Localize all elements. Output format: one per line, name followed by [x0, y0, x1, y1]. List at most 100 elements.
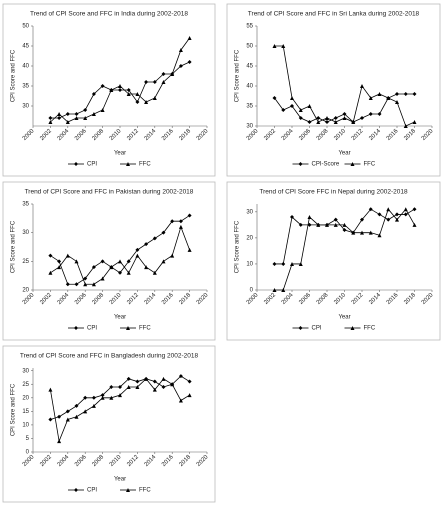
y-tick-label: 10 [246, 262, 253, 268]
y-tick-label: 35 [22, 84, 29, 90]
data-point [65, 282, 70, 287]
legend-marker [126, 326, 130, 330]
data-point [100, 259, 105, 264]
data-point [395, 92, 399, 96]
data-point [316, 222, 321, 227]
x-axis-label: Year [114, 477, 126, 483]
legend-marker [74, 162, 78, 166]
data-point [48, 116, 53, 120]
data-point [152, 387, 157, 392]
data-point [403, 212, 408, 217]
data-point [65, 112, 70, 116]
data-point [178, 64, 183, 68]
data-point [118, 84, 122, 88]
data-point [152, 270, 157, 275]
data-point [161, 72, 166, 76]
legend-marker [298, 326, 303, 330]
data-point [118, 270, 122, 275]
y-tick-label: 20 [22, 288, 29, 294]
data-point [272, 44, 277, 48]
data-point [360, 230, 364, 235]
data-point [65, 409, 70, 414]
y-tick-label: 30 [22, 368, 29, 374]
data-point [118, 384, 122, 389]
data-point [83, 276, 88, 281]
data-point [144, 80, 149, 84]
data-point [178, 398, 183, 403]
data-point [126, 88, 131, 92]
y-tick-label: 50 [22, 24, 29, 30]
data-point [187, 36, 192, 40]
legend-marker [126, 162, 130, 166]
data-point [178, 219, 183, 224]
data-point [91, 282, 96, 287]
legend-label: CPI [87, 488, 97, 494]
data-point [386, 207, 391, 212]
data-point [57, 116, 62, 120]
data-point [48, 253, 53, 258]
chart-title: Trend of CPI Score and FFC in Sri Lanka … [248, 11, 420, 18]
data-point [333, 120, 338, 124]
y-tick-label: 20 [246, 235, 253, 241]
data-point [272, 288, 277, 292]
data-point [298, 116, 303, 120]
legend-marker [350, 162, 355, 166]
data-point [74, 116, 79, 120]
legend-label: FFC [364, 162, 376, 168]
chart-panel: Trend of CPI Score FFC in Nepal during 2… [226, 181, 441, 341]
data-point [65, 120, 70, 124]
y-tick-label: 30 [246, 124, 253, 130]
data-point [100, 84, 105, 88]
data-point [91, 395, 96, 400]
data-point [377, 233, 382, 238]
data-point [178, 224, 183, 229]
data-point [91, 92, 96, 96]
data-point [281, 261, 286, 266]
data-point [298, 108, 303, 112]
data-point [74, 282, 79, 287]
y-tick-label: 40 [22, 64, 29, 70]
y-tick-label: 35 [22, 202, 29, 208]
data-point [333, 222, 338, 227]
data-point [187, 379, 192, 384]
data-point [48, 387, 53, 392]
legend-label: CPI [87, 162, 97, 168]
data-point [48, 270, 53, 275]
y-axis-label: CPI Score and FFC [235, 49, 241, 102]
panel-frame [2, 3, 216, 177]
data-point [290, 96, 294, 100]
data-point [342, 116, 347, 120]
data-point [342, 228, 347, 233]
y-tick-label: 40 [246, 84, 253, 90]
legend-label: CPI-Score [312, 162, 340, 168]
data-point [298, 222, 303, 227]
data-point [91, 265, 96, 270]
data-point [57, 259, 62, 264]
data-point [161, 376, 166, 381]
data-point [135, 100, 140, 104]
data-point [74, 414, 79, 419]
y-tick-label: 0 [26, 450, 30, 456]
data-point [333, 116, 338, 120]
data-point [412, 207, 417, 212]
legend-marker [126, 488, 130, 492]
data-point [83, 108, 88, 112]
x-axis-label: Year [338, 315, 350, 321]
data-point [83, 282, 88, 287]
data-point [135, 379, 140, 384]
data-point [57, 439, 62, 444]
data-point [272, 96, 277, 100]
data-point [187, 393, 192, 398]
y-tick-label: 15 [22, 409, 29, 415]
data-point [170, 72, 175, 76]
data-point [170, 382, 175, 387]
data-point [368, 112, 373, 116]
data-point [377, 212, 382, 217]
data-point [342, 222, 347, 227]
data-point [281, 44, 286, 48]
y-tick-label: 0 [250, 288, 254, 294]
data-point [316, 120, 321, 124]
data-point [109, 265, 114, 270]
data-point [307, 120, 312, 124]
y-tick-label: 35 [246, 104, 253, 110]
